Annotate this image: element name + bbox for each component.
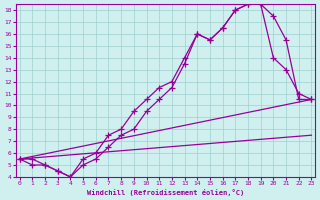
- X-axis label: Windchill (Refroidissement éolien,°C): Windchill (Refroidissement éolien,°C): [87, 189, 244, 196]
